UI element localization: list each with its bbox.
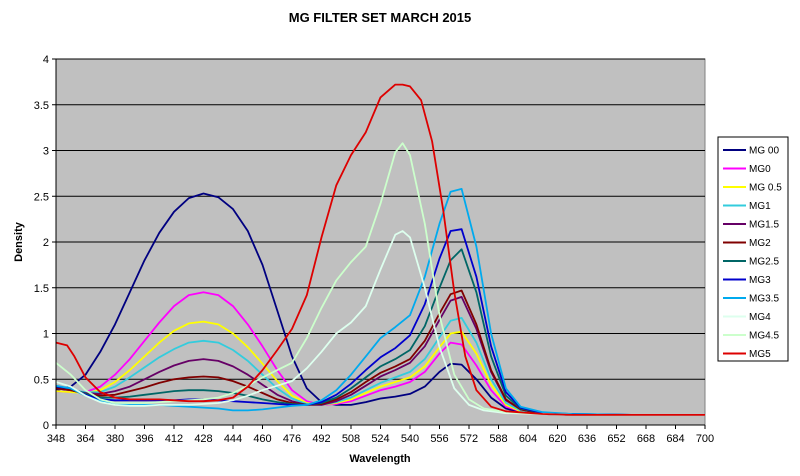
- x-tick-label: 604: [519, 433, 537, 445]
- x-tick-label: 620: [548, 433, 566, 445]
- legend-label-mg3-5: MG3.5: [749, 294, 779, 305]
- y-tick-label: 1: [43, 329, 49, 341]
- x-tick-label: 540: [401, 433, 419, 445]
- y-tick-label: 3: [43, 146, 49, 158]
- gridlines: [56, 58, 705, 380]
- legend-label-mg1: MG1: [749, 201, 771, 212]
- x-tick-label: 652: [607, 433, 625, 445]
- chart-title: MG FILTER SET MARCH 2015: [289, 10, 472, 25]
- x-tick-label: 492: [312, 433, 330, 445]
- x-axis-label: Wavelength: [349, 453, 411, 465]
- x-tick-label: 556: [430, 433, 448, 445]
- y-tick-label: 3.5: [34, 100, 49, 112]
- x-tick-label: 636: [578, 433, 596, 445]
- x-tick-label: 380: [106, 433, 124, 445]
- series-line-mg2: [55, 289, 705, 416]
- y-axis-label: Density: [13, 221, 25, 262]
- legend: MG 00 MG0 MG 0.5 MG1 MG1.5 MG2 MG2.5 MG3 MG3.5 MG…: [717, 136, 789, 362]
- y-tick-label: 1.5: [34, 283, 49, 295]
- y-tick-label: 2.5: [34, 191, 49, 203]
- series-group: [55, 83, 705, 416]
- y-tick-label: 0.5: [34, 374, 49, 386]
- x-tick-label: 572: [460, 433, 478, 445]
- x-tick-label: 348: [47, 433, 65, 445]
- legend-box: [717, 136, 789, 362]
- x-tick-label: 396: [135, 433, 153, 445]
- x-tick-label: 444: [224, 433, 242, 445]
- x-tick-label: 412: [165, 433, 183, 445]
- axes: 0 0.5 1 1.5 2 2.5 3 3.5 4 348 364 380 396 412 428 444 46…: [34, 54, 714, 445]
- legend-label-mg4-5: MG4.5: [749, 331, 779, 342]
- x-tick-label: 588: [489, 433, 507, 445]
- y-tick-label: 4: [43, 54, 49, 66]
- x-tick-label: 428: [194, 433, 212, 445]
- legend-label-mg-00: MG 00: [749, 146, 779, 157]
- legend-label-mg5: MG5: [749, 349, 771, 360]
- series-line-mg4-5: [55, 142, 705, 416]
- legend-label-mg4: MG4: [749, 312, 771, 323]
- series-line-mg5: [55, 83, 705, 416]
- legend-label-mg3: MG3: [749, 275, 771, 286]
- x-tick-label: 700: [696, 433, 714, 445]
- x-tick-label: 684: [666, 433, 684, 445]
- x-tick-label: 524: [371, 433, 389, 445]
- y-tick-label: 0: [43, 420, 49, 432]
- legend-label-mg-0-5: MG 0.5: [749, 183, 782, 194]
- series-line-mg4: [55, 230, 705, 416]
- x-tick-label: 668: [637, 433, 655, 445]
- x-tick-label: 364: [76, 433, 94, 445]
- y-tick-label: 2: [43, 237, 49, 249]
- x-tick-label: 508: [342, 433, 360, 445]
- legend-label-mg2: MG2: [749, 238, 771, 249]
- legend-label-mg1-5: MG1.5: [749, 220, 779, 231]
- legend-label-mg0: MG0: [749, 164, 771, 175]
- legend-label-mg2-5: MG2.5: [749, 257, 779, 268]
- x-tick-label: 476: [283, 433, 301, 445]
- x-tick-label: 460: [253, 433, 271, 445]
